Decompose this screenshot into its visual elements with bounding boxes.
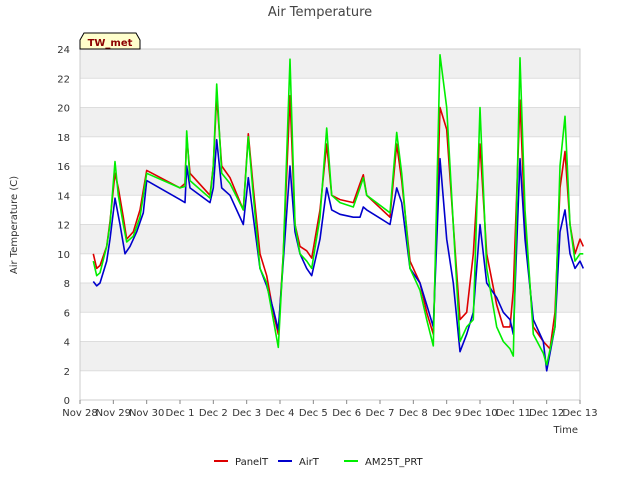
x-tick-label: Dec 8 xyxy=(399,408,428,419)
y-tick-label: 6 xyxy=(64,308,70,319)
y-tick-label: 24 xyxy=(57,45,70,56)
chart-title: Air Temperature xyxy=(268,5,372,20)
x-tick-label: Dec 9 xyxy=(432,408,461,419)
x-tick-label: Dec 4 xyxy=(266,408,295,419)
x-axis-title: Time xyxy=(553,425,578,436)
y-tick-label: 16 xyxy=(57,162,70,173)
y-tick-label: 4 xyxy=(64,338,70,349)
grid-band xyxy=(80,224,580,254)
y-tick-label: 0 xyxy=(64,396,70,407)
y-tick-label: 12 xyxy=(57,221,70,232)
y-tick-label: 8 xyxy=(64,279,70,290)
x-tick-label: Dec 6 xyxy=(332,408,361,419)
y-tick-label: 14 xyxy=(57,191,70,202)
series-line-am25t-prt xyxy=(92,54,584,366)
plot-frame xyxy=(79,48,581,401)
y-tick-label: 2 xyxy=(64,367,70,378)
x-tick-label: Dec 12 xyxy=(529,408,564,419)
grid-band xyxy=(80,107,580,137)
grid-band xyxy=(80,283,580,313)
grid-band xyxy=(80,49,580,79)
site-badge-label: TW_met xyxy=(88,38,133,49)
x-tick-label: Dec 2 xyxy=(199,408,228,419)
legend-label: AirT xyxy=(299,457,320,468)
legend: PanelT AirT AM25T_PRT xyxy=(214,457,424,468)
x-tick-label: Nov 29 xyxy=(96,408,131,419)
x-tick-label: Dec 11 xyxy=(496,408,531,419)
grid-band xyxy=(80,341,580,371)
x-tick-label: Nov 30 xyxy=(129,408,164,419)
x-tick-label: Dec 10 xyxy=(462,408,497,419)
y-tick-label: 10 xyxy=(57,250,70,261)
x-tick-label: Dec 7 xyxy=(366,408,395,419)
x-tick-label: Nov 28 xyxy=(62,408,97,419)
y-axis-title: Air Temperature (C) xyxy=(9,176,20,274)
y-tick-label: 20 xyxy=(57,104,70,115)
x-tick-label: Dec 5 xyxy=(299,408,328,419)
legend-label: AM25T_PRT xyxy=(365,457,424,468)
x-tick-label: Dec 3 xyxy=(232,408,261,419)
site-badge: TW_met xyxy=(79,32,141,50)
legend-label: PanelT xyxy=(235,457,269,468)
x-tick-label: Dec 1 xyxy=(166,408,195,419)
y-tick-label: 22 xyxy=(57,74,70,85)
series-layer xyxy=(92,54,585,372)
site-badge-shape xyxy=(79,32,141,50)
x-tick-label: Dec 13 xyxy=(562,408,597,419)
y-tick-label: 18 xyxy=(57,133,70,144)
